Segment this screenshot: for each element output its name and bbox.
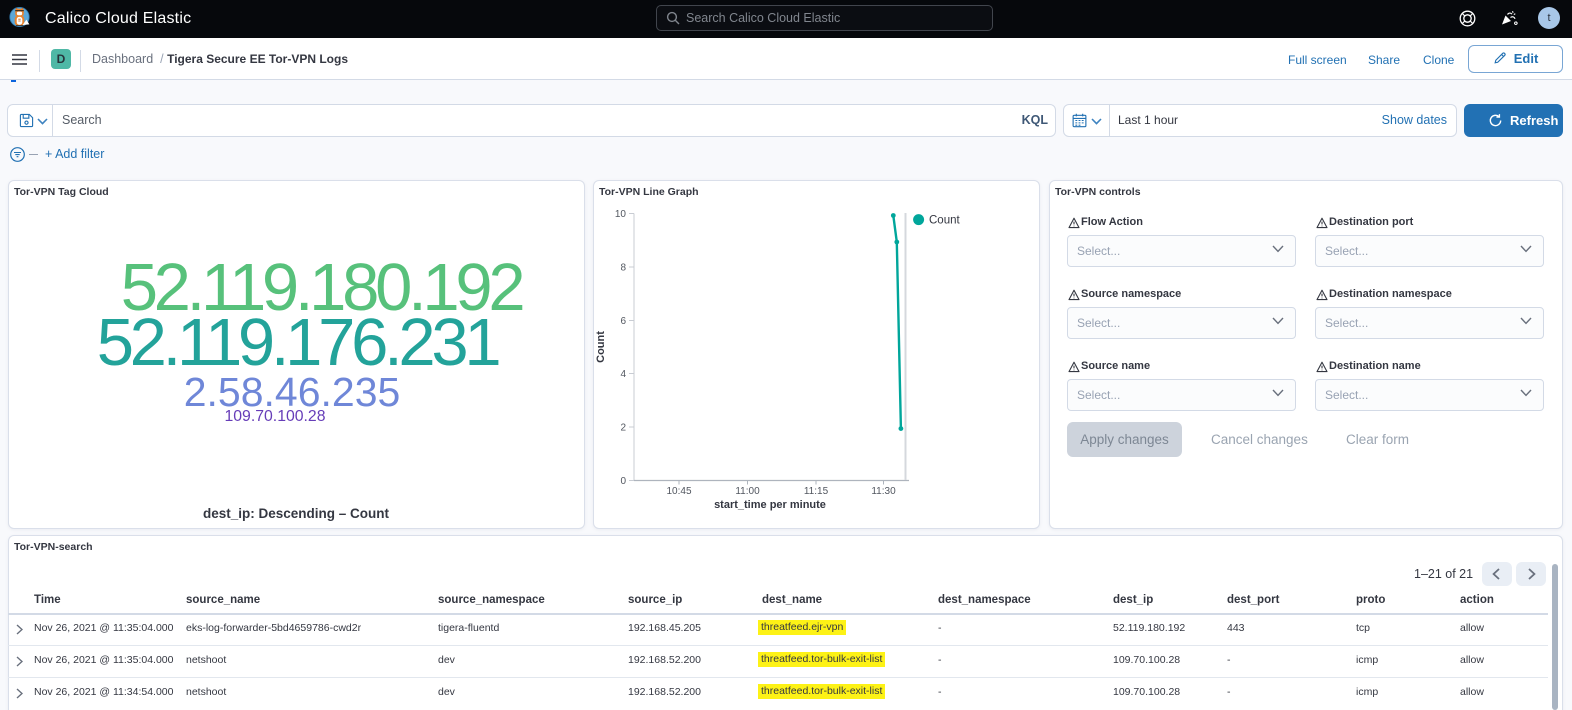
- svg-text:8: 8: [620, 263, 626, 274]
- svg-text:10:45: 10:45: [666, 486, 691, 497]
- svg-text:11:15: 11:15: [804, 486, 829, 497]
- svg-text:4: 4: [620, 369, 626, 380]
- svg-text:11:30: 11:30: [871, 486, 896, 497]
- svg-text:11:00: 11:00: [735, 486, 760, 497]
- svg-text:Count: Count: [595, 331, 607, 363]
- svg-text:6: 6: [620, 316, 626, 327]
- svg-text:10: 10: [615, 209, 627, 220]
- svg-text:Count: Count: [929, 215, 960, 227]
- svg-text:2: 2: [620, 423, 626, 434]
- svg-text:start_time per minute: start_time per minute: [714, 499, 826, 511]
- svg-text:0: 0: [620, 476, 626, 487]
